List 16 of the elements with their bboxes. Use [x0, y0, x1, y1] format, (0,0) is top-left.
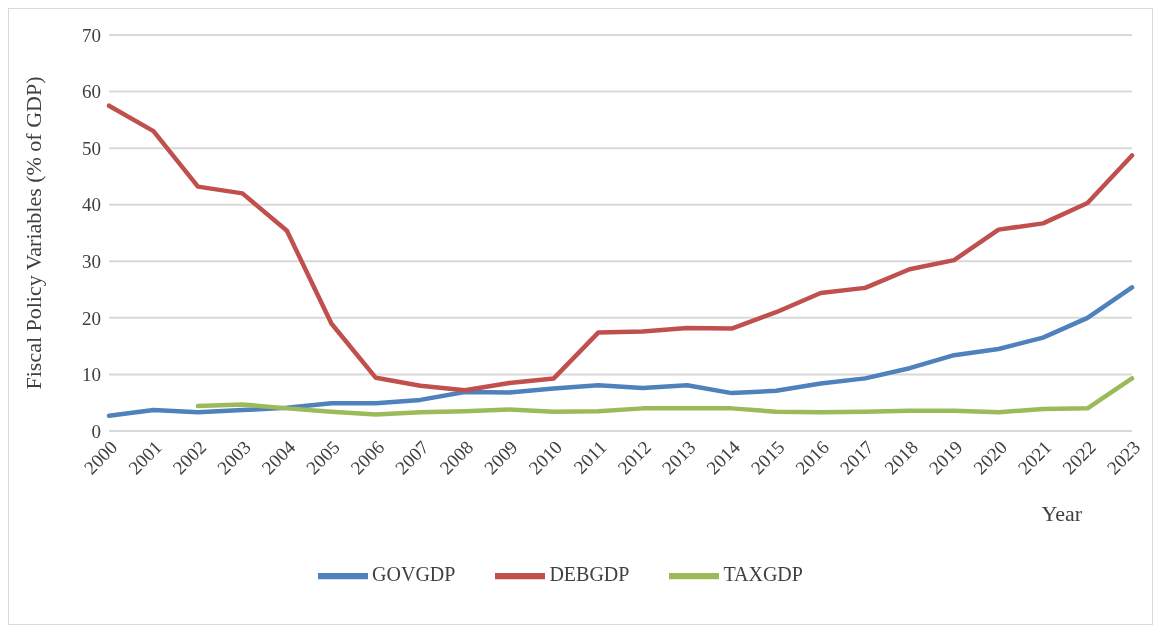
y-tick-label: 0	[91, 420, 101, 442]
line-series	[106, 103, 1135, 393]
y-tick-label: 30	[82, 251, 101, 273]
y-tick-label: 10	[82, 364, 101, 386]
y-tick-label: 50	[82, 137, 101, 159]
legend-label: TAXGDP	[723, 562, 803, 585]
y-tick-label: 40	[82, 194, 101, 216]
x-axis-title: Year	[1041, 501, 1083, 526]
y-tick-label: 60	[82, 81, 101, 103]
y-tick-label: 70	[82, 24, 101, 46]
line-series	[106, 285, 1135, 418]
line-series	[195, 376, 1135, 417]
legend-label: DEBGDP	[549, 562, 630, 585]
y-tick-label: 20	[82, 307, 101, 329]
legend-label: GOVGDP	[372, 562, 456, 585]
y-axis-title: Fiscal Policy Variables (% of GDP)	[20, 76, 46, 390]
